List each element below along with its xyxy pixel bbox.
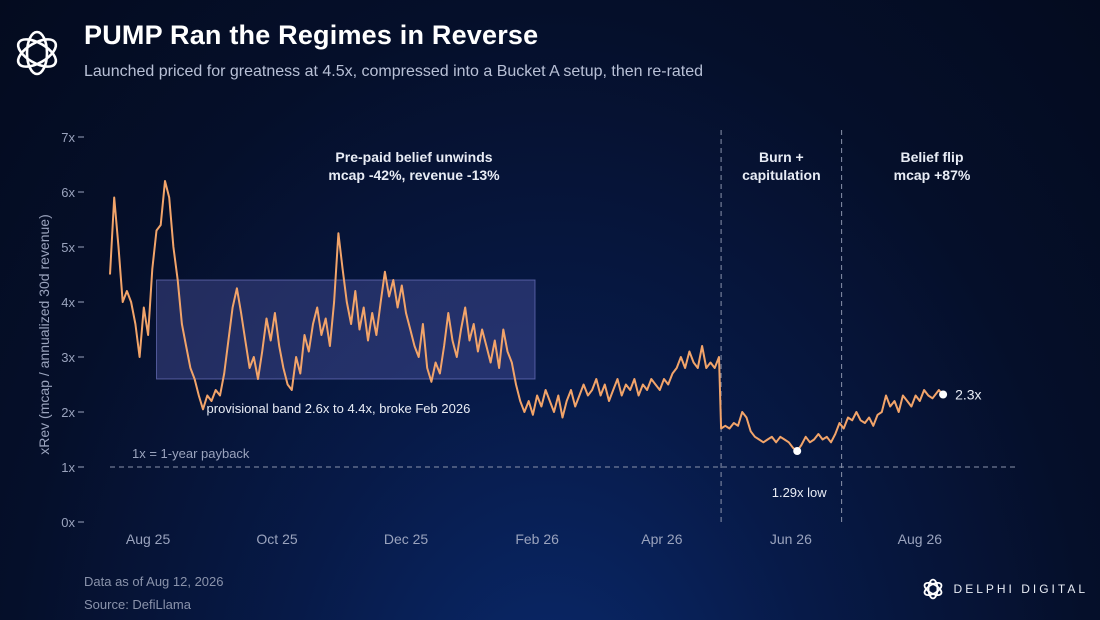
end-point-label: 2.3x: [955, 387, 981, 403]
region-annotation-burn: capitulation: [742, 167, 821, 183]
x-tick-label: Dec 25: [384, 531, 429, 547]
low-point-marker: [793, 447, 802, 456]
x-tick-label: Feb 26: [515, 531, 559, 547]
low-point-label: 1.29x low: [772, 485, 828, 500]
source-note: Source: DefiLlama: [84, 597, 191, 612]
y-tick-label: 2x: [61, 405, 75, 420]
x-tick-label: Jun 26: [770, 531, 812, 547]
reference-line-label: 1x = 1-year payback: [132, 446, 250, 461]
delphi-brand-icon: [923, 578, 942, 600]
region-annotation-belief-flip: mcap +87%: [894, 167, 971, 183]
y-tick-label: 3x: [61, 350, 75, 365]
y-tick-label: 6x: [61, 185, 75, 200]
x-tick-label: Aug 26: [898, 531, 943, 547]
y-tick-label: 1x: [61, 460, 75, 475]
x-tick-label: Apr 26: [641, 531, 682, 547]
region-annotation-belief-flip: Belief flip: [900, 149, 963, 165]
y-tick-label: 7x: [61, 130, 75, 145]
x-tick-label: Oct 25: [256, 531, 297, 547]
region-annotation-burn: Burn +: [759, 149, 804, 165]
data-date-note: Data as of Aug 12, 2026: [84, 574, 224, 589]
x-tick-label: Aug 25: [126, 531, 171, 547]
y-tick-label: 0x: [61, 515, 75, 530]
y-tick-label: 5x: [61, 240, 75, 255]
end-point-marker: [939, 390, 948, 399]
xrev-series-line: [109, 180, 944, 453]
brand-name: DELPHI DIGITAL: [953, 582, 1088, 596]
region-annotation-prepaid: Pre-paid belief unwinds: [335, 149, 492, 165]
region-annotation-prepaid: mcap -42%, revenue -13%: [328, 167, 500, 183]
band-label: provisional band 2.6x to 4.4x, broke Feb…: [207, 401, 471, 416]
page-title: PUMP Ran the Regimes in Reverse: [84, 20, 539, 50]
brand-mark: DELPHI DIGITAL: [920, 576, 1088, 602]
y-axis-label: xRev (mcap / annualized 30d revenue): [36, 214, 52, 454]
page-subtitle: Launched priced for greatness at 4.5x, c…: [84, 63, 704, 80]
delphi-logo-icon: [16, 30, 58, 76]
y-tick-label: 4x: [61, 295, 75, 310]
